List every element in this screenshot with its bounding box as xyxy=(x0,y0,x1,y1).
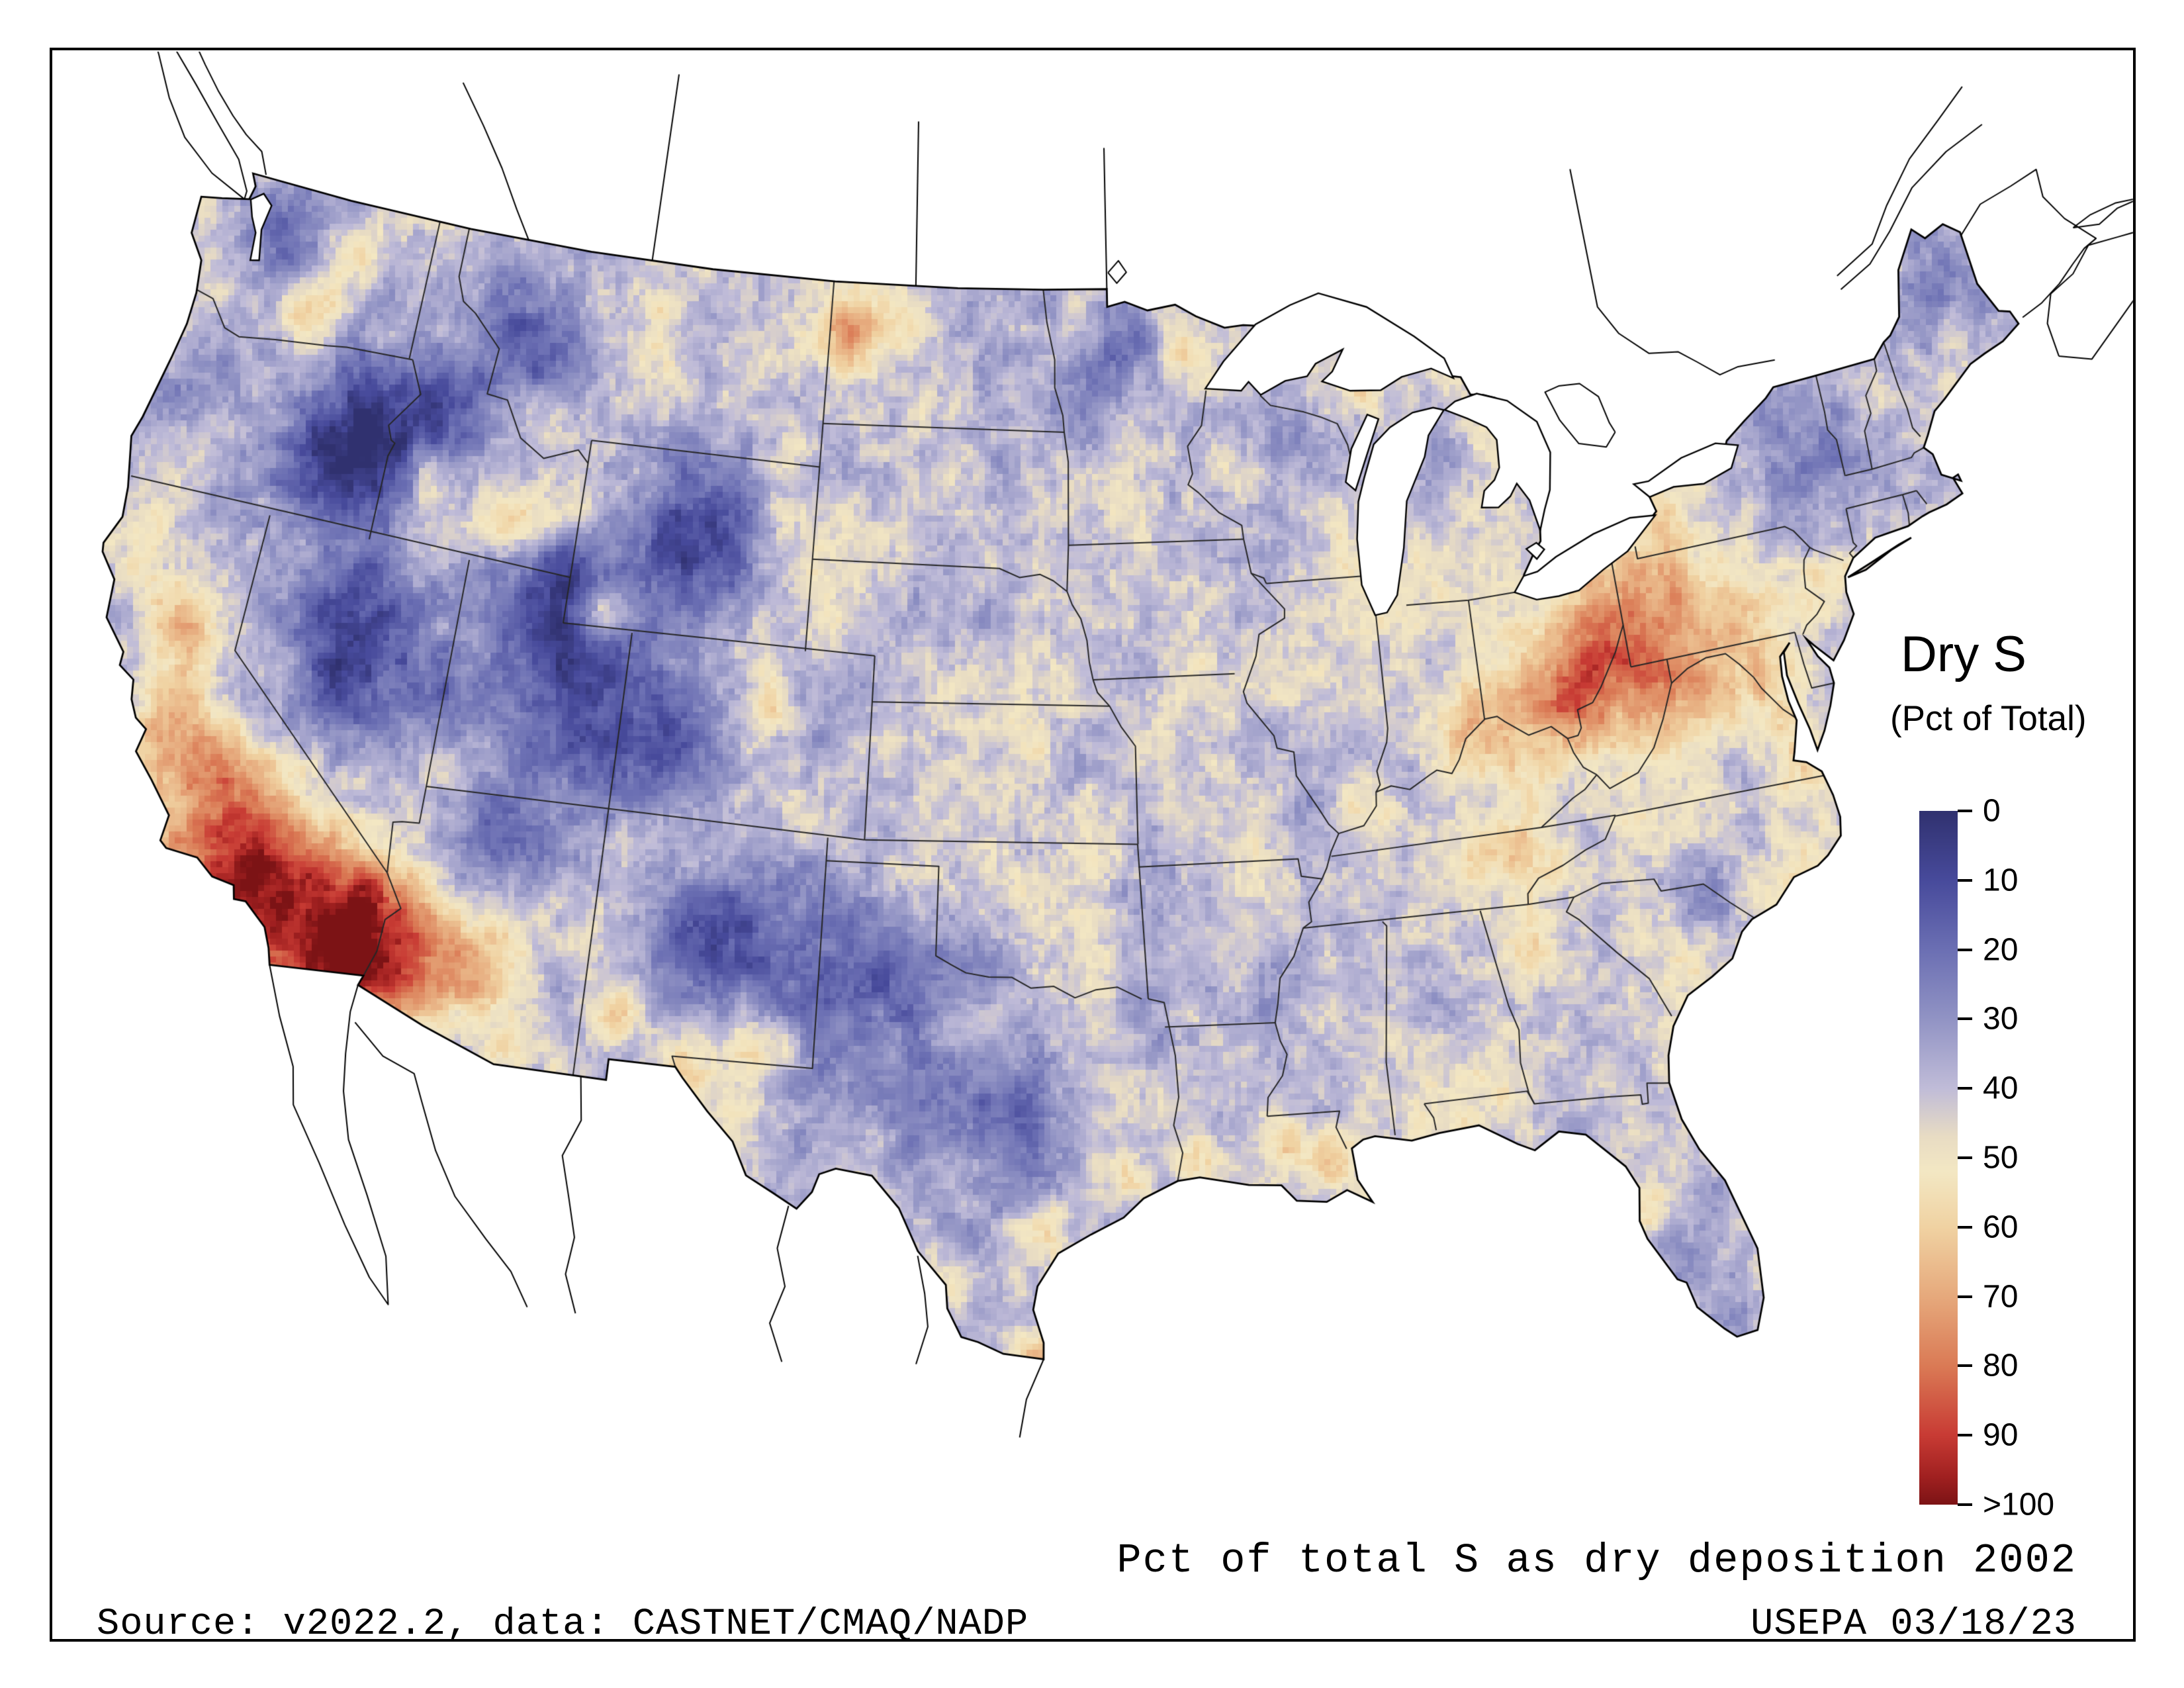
colorbar-tickmark xyxy=(1958,1225,1972,1229)
colorbar-tickmark xyxy=(1958,1087,1972,1090)
colorbar-tick-label: 10 xyxy=(1983,863,2019,898)
legend-subtitle: (Pct of Total) xyxy=(1890,699,2087,738)
colorbar-tick-label: 20 xyxy=(1983,932,2019,968)
colorbar-tickmark xyxy=(1958,1503,1972,1506)
colorbar-tick-label: 60 xyxy=(1983,1209,2019,1245)
map-caption: Pct of total S as dry deposition 2002 xyxy=(1116,1537,2077,1584)
colorbar: 0 10 20 30 40 50 60 70 80 90 >100 xyxy=(1919,794,2118,1523)
colorbar-tickmark xyxy=(1958,948,1972,951)
colorbar-ticks: 0 10 20 30 40 50 60 70 80 90 >100 xyxy=(1919,794,2118,1523)
colorbar-tick-label: 0 xyxy=(1983,793,2001,829)
colorbar-tick-label: 50 xyxy=(1983,1140,2019,1176)
legend-title: Dry S xyxy=(1901,626,2026,682)
colorbar-tickmark xyxy=(1958,878,1972,882)
footer-agency-date: USEPA 03/18/23 xyxy=(1751,1603,2077,1646)
colorbar-tickmark xyxy=(1958,1156,1972,1159)
footer-source: Source: v2022.2, data: CASTNET/CMAQ/NADP xyxy=(97,1603,1029,1646)
colorbar-tick-label: 90 xyxy=(1983,1417,2019,1453)
colorbar-tickmark xyxy=(1958,810,1972,812)
colorbar-gradient xyxy=(1919,811,1958,1505)
colorbar-tick-label: >100 xyxy=(1983,1487,2055,1523)
colorbar-tickmark xyxy=(1958,1364,1972,1368)
colorbar-tick-label: 40 xyxy=(1983,1070,2019,1106)
colorbar-tick-label: 30 xyxy=(1983,1001,2019,1037)
colorbar-tickmark xyxy=(1958,1434,1972,1437)
colorbar-tick-label: 70 xyxy=(1983,1279,2019,1315)
colorbar-tick-label: 80 xyxy=(1983,1348,2019,1383)
colorbar-tickmark xyxy=(1958,1017,1972,1021)
colorbar-tickmark xyxy=(1958,1295,1972,1298)
